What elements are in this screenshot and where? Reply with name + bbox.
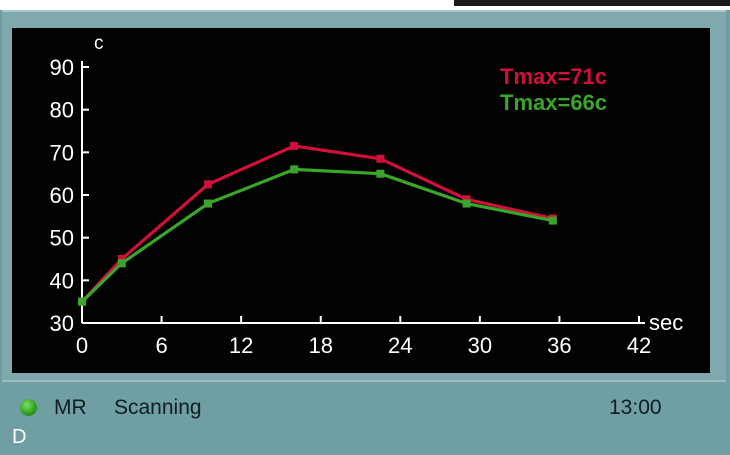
x-tick-label: 18	[308, 333, 332, 358]
tick-marks	[81, 66, 640, 324]
panel-letter: D	[12, 426, 27, 448]
legend-entry-1: Tmax=71c	[500, 64, 607, 89]
series-1-point	[376, 154, 385, 163]
series-1-point	[462, 195, 471, 204]
series-group	[78, 141, 557, 306]
x-tick-label: 12	[229, 333, 253, 358]
y-tick-label: 70	[50, 140, 74, 165]
status-bar: MR Scanning 13:00 D	[2, 380, 726, 455]
y-tick-label: 90	[50, 55, 74, 80]
y-tick-label: 40	[50, 268, 74, 293]
series-2-point	[78, 297, 86, 306]
x-tick-label: 30	[468, 333, 492, 358]
y-tick-label: 60	[50, 183, 74, 208]
plot-area: 0 6 12 18 24 30 36 42 30 40 50 60 70 80 90 Tmax=71c Tma…	[12, 28, 710, 373]
y-axis-label: c	[94, 33, 104, 54]
series-2-point	[548, 216, 557, 225]
status-time: 13:00	[609, 396, 662, 419]
series-2-point	[376, 169, 385, 178]
x-tick-label: 36	[547, 333, 571, 358]
status-indicator-icon	[20, 399, 37, 416]
series-2-point	[290, 165, 299, 174]
top-strip-dark	[454, 0, 730, 6]
x-axis-label: sec	[649, 310, 683, 335]
x-tick-label: 24	[388, 333, 412, 358]
series-1-point	[117, 255, 126, 263]
series-1-point	[290, 141, 299, 150]
y-tick-label: 80	[50, 98, 74, 123]
series-2-point	[203, 199, 212, 208]
x-tick-label: 0	[76, 333, 88, 358]
series-2-point	[462, 199, 471, 208]
series-2-point	[117, 259, 126, 268]
temperature-chart: 0 6 12 18 24 30 36 42 30 40 50 60 70 80 90 Tmax=71cTma…	[50, 33, 684, 358]
y-tick-label: 50	[50, 226, 74, 251]
x-tick-label: 6	[155, 333, 167, 358]
series-1-point	[203, 180, 212, 189]
series-line-2	[80, 167, 554, 303]
y-tick-label: 30	[50, 311, 74, 336]
legend-entry-2: Tmax=66c	[500, 90, 607, 115]
status-state: Scanning	[114, 396, 202, 419]
top-strip	[0, 0, 730, 10]
status-mode: MR	[54, 396, 87, 419]
tick-labels: 0 6 12 18 24 30 36 42 30 40 50 60 70 80 90	[50, 55, 652, 358]
x-tick-label: 42	[627, 333, 651, 358]
